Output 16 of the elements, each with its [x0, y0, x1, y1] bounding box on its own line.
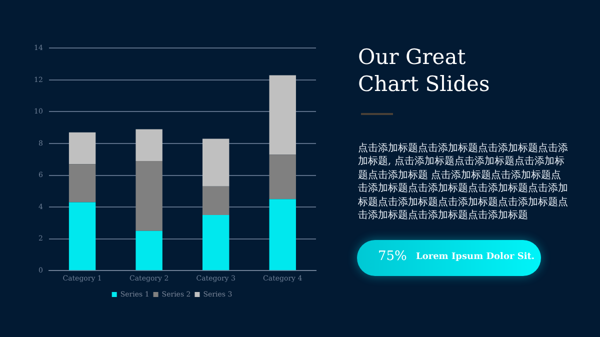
text: Lorem Ipsum Dolor Sit.	[416, 252, 535, 262]
bar	[202, 215, 230, 270]
bar	[136, 129, 162, 161]
text: 点击添加标题点击添加标题点击添加标题点击添加标题, 点击添加标题点击添加标题点击添加标题点击添加标题 点击添加标题点击添加标题点击添加标题点击添加标题点击添加标题点击添加标题点击添加标题点击添加标题点击添加标题点击添加标题点击添加标题点击添加标题	[358, 142, 568, 222]
bar	[68, 202, 96, 270]
text: 75%	[378, 249, 407, 264]
bar	[68, 164, 96, 202]
bar	[269, 154, 296, 200]
bar	[269, 75, 296, 155]
bar	[202, 138, 230, 186]
bar	[136, 160, 162, 231]
bar	[136, 230, 162, 270]
bar	[202, 186, 230, 215]
bar	[269, 199, 296, 270]
text: Our Great Chart Slides	[358, 44, 491, 98]
bar	[68, 132, 96, 164]
